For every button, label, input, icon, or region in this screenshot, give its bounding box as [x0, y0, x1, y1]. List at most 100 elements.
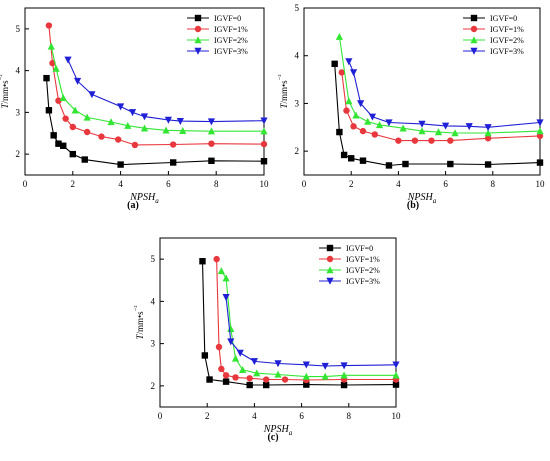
- legend-label: IGVF=2%: [346, 266, 380, 275]
- y-tick-label: 5: [295, 3, 300, 13]
- data-point: [69, 123, 77, 131]
- series-line: [225, 297, 397, 367]
- data-point: [88, 91, 96, 99]
- series-line: [348, 61, 541, 128]
- x-tick-label: 0: [23, 179, 28, 189]
- data-point: [411, 137, 419, 144]
- legend-marker: [326, 277, 334, 285]
- data-point: [434, 128, 443, 136]
- data-point: [260, 127, 268, 135]
- data-point: [179, 126, 187, 134]
- data-point: [59, 93, 67, 101]
- data-point: [442, 122, 450, 130]
- x-tick-label: 0: [158, 411, 163, 421]
- x-tick-label: 10: [392, 411, 402, 421]
- data-point: [107, 118, 115, 126]
- data-point: [345, 58, 353, 66]
- data-point: [222, 274, 230, 282]
- legend-label: IGVF=1%: [214, 25, 248, 34]
- data-point: [71, 106, 79, 114]
- data-point: [50, 132, 57, 139]
- legend-marker: [194, 36, 202, 44]
- plot-frame: [24, 7, 265, 176]
- data-point: [246, 375, 253, 382]
- data-point: [345, 97, 353, 105]
- data-point: [302, 372, 310, 380]
- plot-frame: [303, 7, 541, 176]
- series-line: [341, 72, 541, 142]
- chart-panel: 0 2 4 6 8 10 2 3 4 5 T/mm•s⁻² NPSHa IGVF=0 IGVF=1% IGV…: [0, 7, 269, 211]
- data-point: [340, 381, 348, 389]
- x-tick-label: 10: [536, 179, 546, 189]
- data-point: [260, 140, 268, 148]
- series-line: [67, 59, 265, 123]
- data-point: [375, 121, 384, 129]
- data-point: [321, 372, 329, 380]
- y-tick-label: 2: [151, 381, 156, 391]
- data-point: [169, 159, 177, 166]
- y-tick-label: 2: [295, 146, 300, 156]
- data-point: [199, 258, 206, 265]
- data-point: [117, 161, 124, 168]
- data-point: [263, 376, 270, 383]
- x-tick-label: 6: [443, 179, 448, 189]
- x-tick-label: 8: [347, 411, 352, 421]
- y-tick-label: 5: [151, 254, 156, 264]
- series-line: [48, 25, 265, 146]
- y-axis-label: T/mm•s⁻²: [0, 75, 10, 109]
- data-point: [222, 293, 230, 301]
- data-point: [231, 354, 240, 362]
- data-point: [484, 124, 492, 132]
- data-point: [428, 137, 435, 144]
- x-axis-label: NPSHa: [129, 192, 159, 205]
- data-point: [352, 111, 360, 119]
- data-point: [52, 64, 60, 72]
- data-point: [227, 325, 235, 333]
- data-point: [217, 267, 225, 275]
- data-point: [69, 150, 76, 158]
- data-point: [336, 128, 343, 136]
- data-point: [335, 32, 343, 40]
- data-point: [47, 42, 55, 50]
- data-point: [208, 140, 215, 147]
- data-point: [302, 361, 310, 369]
- data-point: [213, 255, 220, 263]
- data-point: [140, 124, 149, 132]
- data-point: [385, 119, 393, 127]
- data-point: [364, 117, 372, 125]
- data-point: [206, 376, 213, 383]
- legend-marker: [470, 25, 478, 33]
- data-point: [98, 133, 105, 140]
- data-point: [385, 162, 393, 169]
- data-point: [392, 361, 400, 369]
- data-point: [239, 366, 247, 374]
- data-point: [536, 119, 544, 127]
- data-point: [359, 127, 367, 135]
- data-point: [227, 338, 235, 346]
- data-point: [340, 362, 348, 370]
- x-tick-label: 4: [396, 179, 401, 189]
- data-point: [399, 124, 407, 132]
- data-point: [164, 116, 172, 124]
- data-point: [169, 141, 177, 148]
- y-tick-label: 5: [16, 24, 21, 34]
- data-point: [260, 158, 268, 165]
- data-point: [201, 352, 209, 359]
- legend-marker: [194, 14, 202, 22]
- plot-frame: [159, 237, 397, 408]
- panel-label: (c): [267, 432, 278, 443]
- data-point: [359, 157, 367, 164]
- data-point: [357, 100, 365, 108]
- data-point: [395, 137, 402, 144]
- data-point: [303, 381, 310, 388]
- data-point: [83, 128, 91, 136]
- data-point: [321, 362, 329, 370]
- data-point: [392, 371, 400, 379]
- y-tick-label: 3: [151, 339, 156, 349]
- data-point: [274, 360, 282, 368]
- data-point: [162, 126, 170, 134]
- data-point: [331, 60, 338, 68]
- legend-label: IGVF=1%: [346, 255, 380, 264]
- data-point: [55, 97, 62, 104]
